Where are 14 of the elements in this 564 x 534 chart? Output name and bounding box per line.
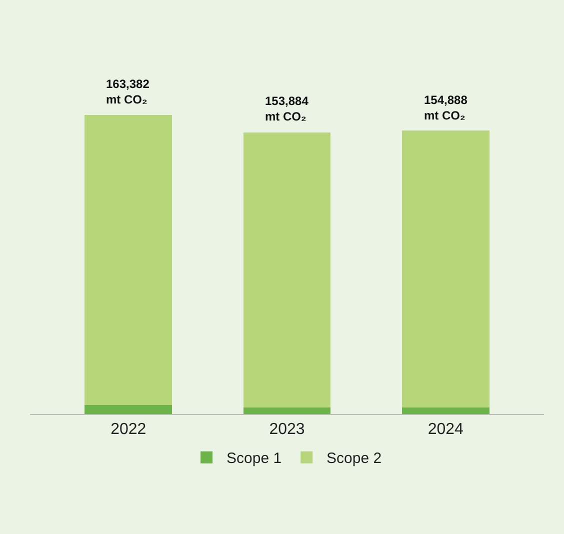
- bar: [84, 405, 172, 414]
- legend-label: Scope 1: [226, 450, 282, 468]
- x-tick-label: 2022: [110, 421, 146, 438]
- annotation: 154,888 mt CO₂: [424, 93, 468, 123]
- x-tick-label: 2024: [428, 421, 464, 438]
- bar: [402, 130, 490, 408]
- x-tick-label: 2023: [269, 421, 305, 438]
- bar: [243, 132, 331, 408]
- annotation: 163,382 mt CO₂: [106, 77, 150, 107]
- bar: [243, 408, 331, 414]
- bar: [84, 115, 172, 406]
- bar: [402, 408, 490, 414]
- annotation: 153,884 mt CO₂: [265, 94, 309, 124]
- legend-label: Scope 2: [326, 450, 382, 468]
